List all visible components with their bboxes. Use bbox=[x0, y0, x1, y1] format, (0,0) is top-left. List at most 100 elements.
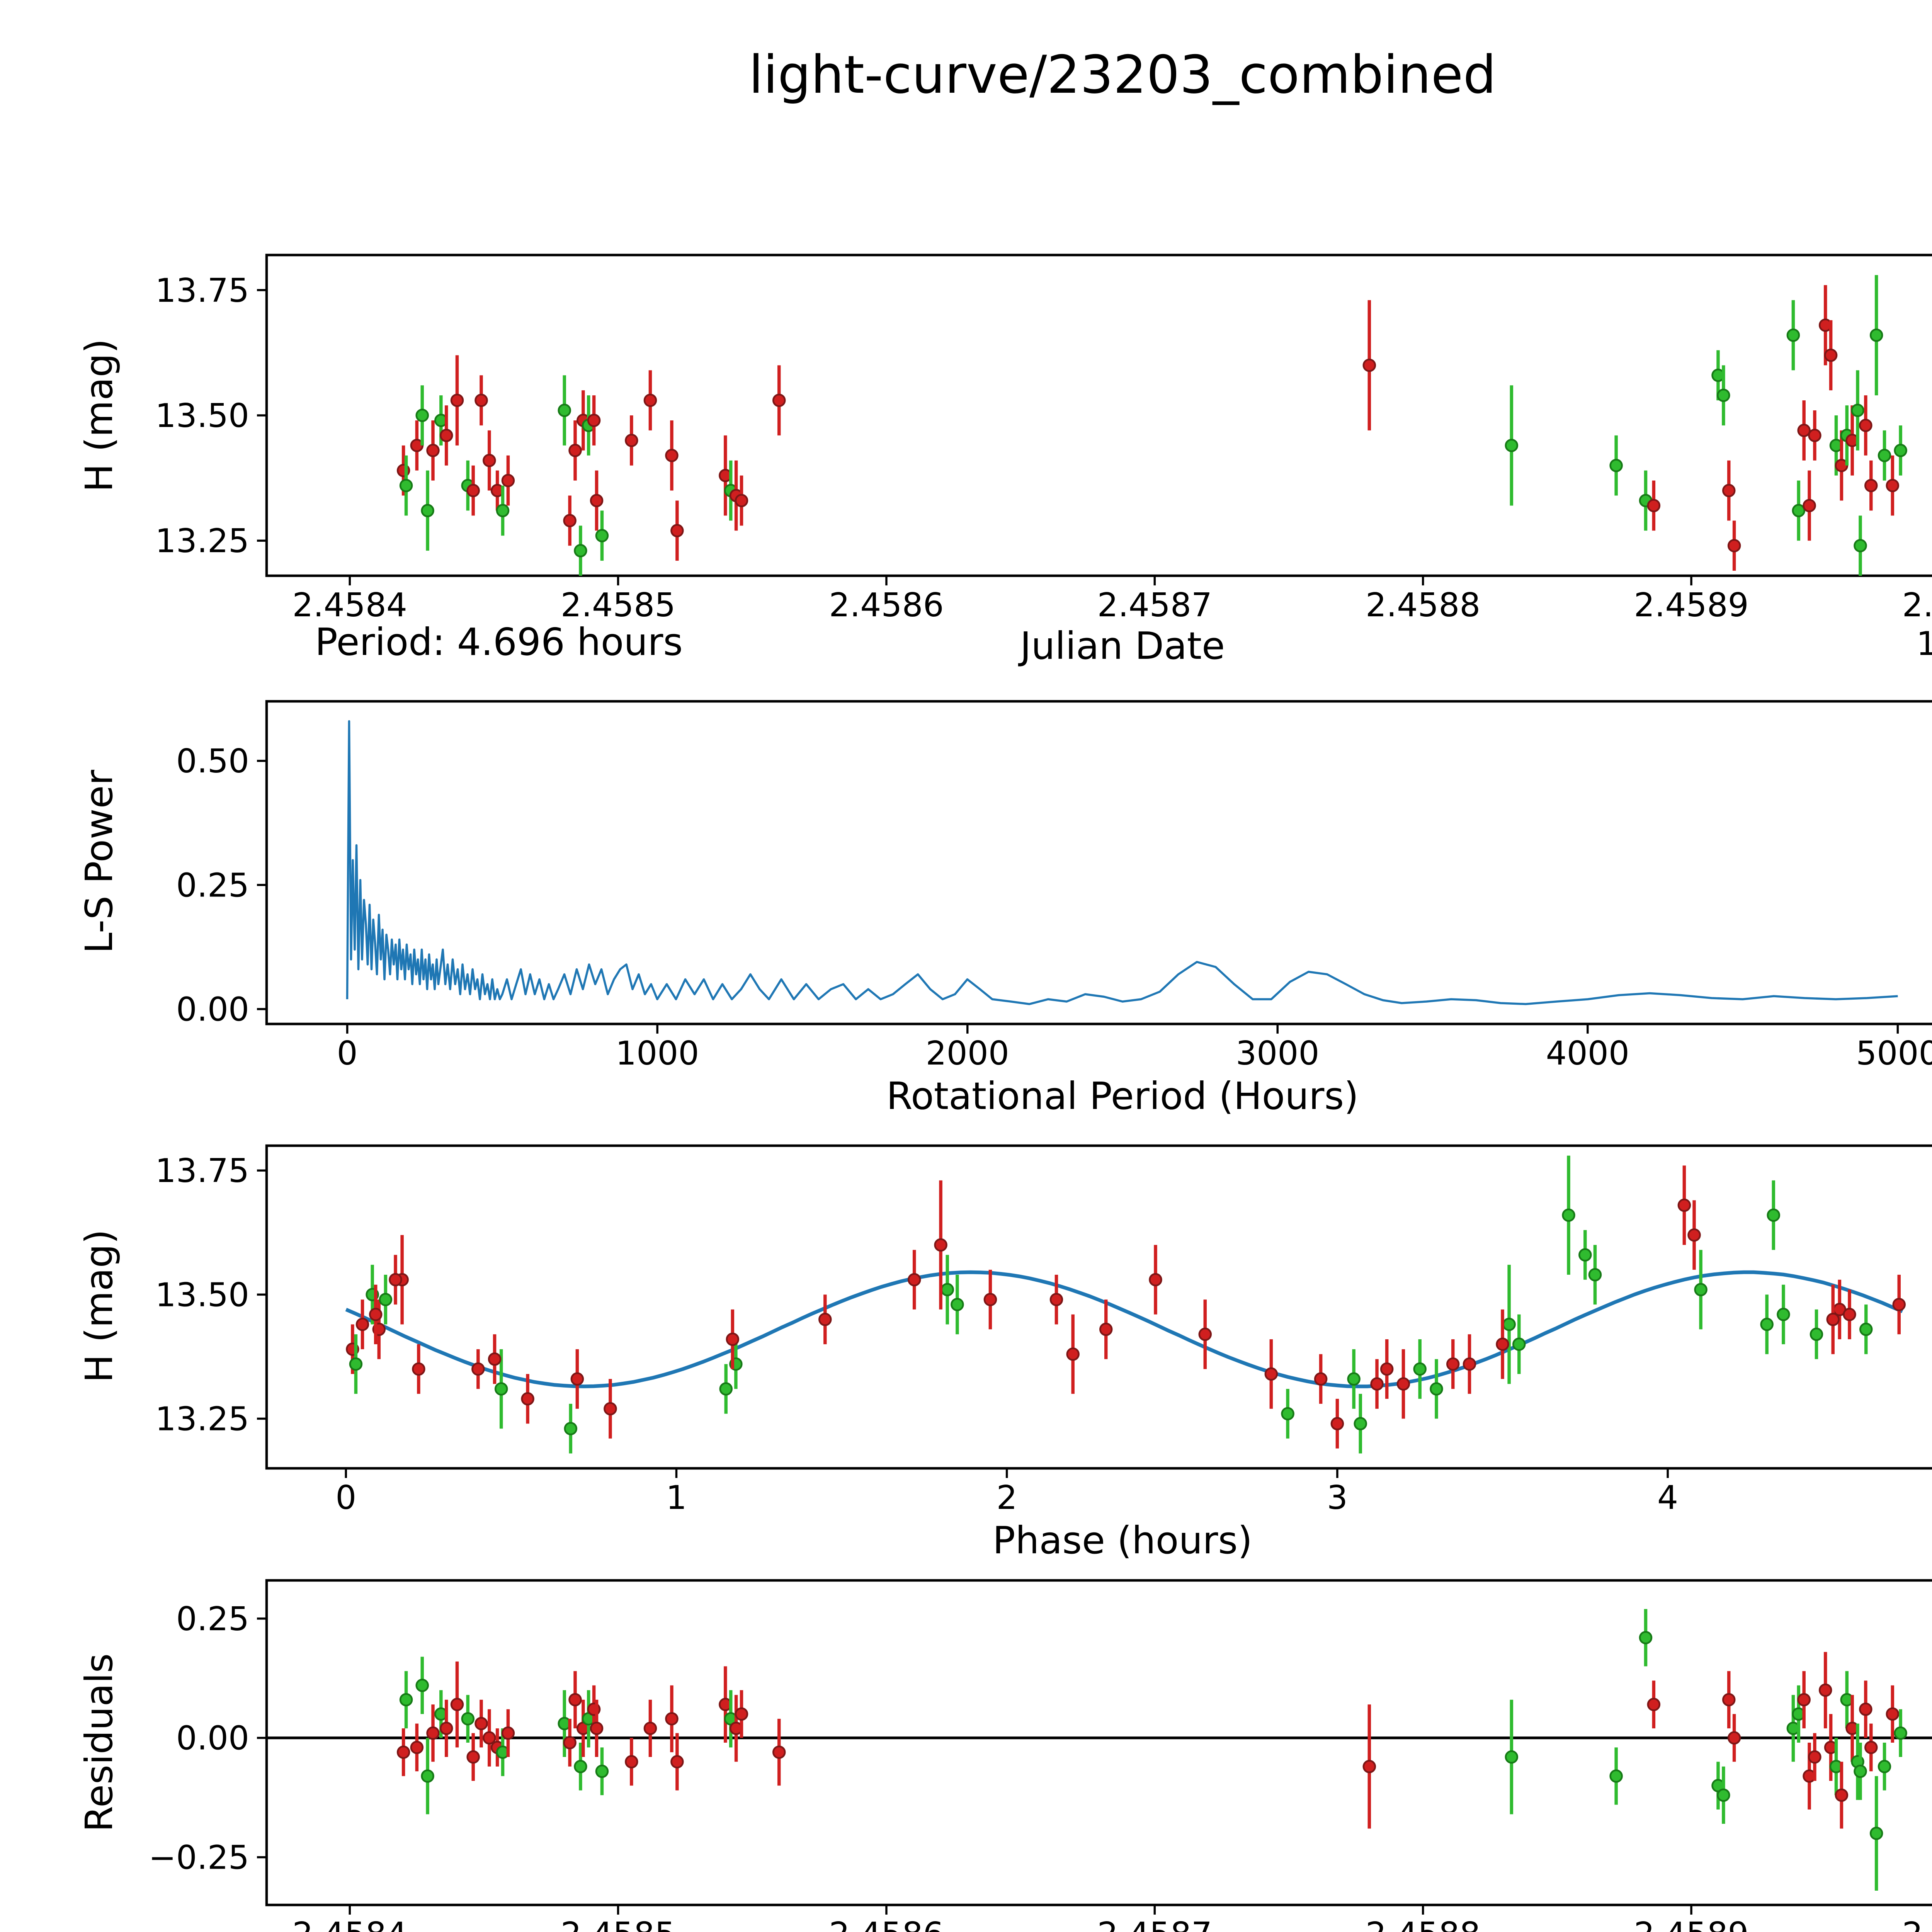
phase-point bbox=[1463, 1357, 1476, 1371]
per-x-tick-label: 4000 bbox=[1546, 1034, 1629, 1073]
phase-point bbox=[488, 1352, 502, 1366]
phase-xlabel: Phase (hours) bbox=[993, 1518, 1252, 1562]
jd-point bbox=[1864, 479, 1878, 492]
residual-point bbox=[421, 1769, 434, 1783]
jd-point bbox=[1717, 388, 1730, 402]
jd-point bbox=[1505, 439, 1519, 452]
residual-point bbox=[1878, 1760, 1891, 1774]
residual-point bbox=[1362, 1760, 1376, 1774]
phase-point bbox=[355, 1318, 369, 1331]
res-x-tick-label: 2.4585 bbox=[561, 1915, 675, 1932]
residual-point bbox=[466, 1750, 480, 1764]
jd-ylabel: H (mag) bbox=[77, 338, 121, 492]
jd-point bbox=[670, 524, 684, 537]
jd-point bbox=[421, 504, 434, 517]
phase-point bbox=[1826, 1313, 1840, 1326]
phase-point bbox=[1512, 1337, 1526, 1351]
phase-point bbox=[1892, 1298, 1906, 1311]
phase-point bbox=[818, 1313, 832, 1326]
residual-point bbox=[1869, 1827, 1883, 1840]
residual-point bbox=[735, 1707, 748, 1721]
residual-point bbox=[1647, 1697, 1661, 1711]
jd-point bbox=[772, 393, 786, 407]
jd-point bbox=[1886, 479, 1900, 492]
phase-point bbox=[951, 1298, 964, 1311]
phase-point bbox=[719, 1382, 733, 1396]
jd-point bbox=[1859, 418, 1872, 432]
phase-point bbox=[570, 1372, 584, 1386]
jd-point bbox=[426, 444, 440, 457]
phase-point bbox=[1760, 1318, 1774, 1331]
phase-point bbox=[1810, 1327, 1823, 1341]
phase-point bbox=[1347, 1372, 1361, 1386]
jd-point bbox=[415, 408, 429, 422]
ph-panel: 0 1 2 3 4 13.25 13.50 13.75 bbox=[155, 1144, 1932, 1517]
residual-point bbox=[665, 1712, 679, 1726]
res-x-tick-label: 2.4590 bbox=[1902, 1915, 1932, 1932]
phase-point bbox=[471, 1362, 485, 1376]
residual-point bbox=[399, 1693, 413, 1707]
residual-point bbox=[501, 1726, 515, 1740]
residual-point bbox=[643, 1721, 657, 1735]
phase-point bbox=[1330, 1417, 1344, 1430]
phase-point bbox=[564, 1422, 578, 1435]
jd-x-tick-label: 2.4588 bbox=[1366, 586, 1480, 624]
figure-title: light-curve/23203_combined bbox=[749, 44, 1496, 105]
residuals-ylabel: Residuals bbox=[77, 1653, 121, 1832]
phase-point bbox=[907, 1273, 921, 1287]
residual-point bbox=[1505, 1750, 1519, 1764]
jd-point bbox=[574, 544, 587, 558]
residual-point bbox=[461, 1712, 475, 1726]
residual-point bbox=[1835, 1788, 1849, 1802]
residual-point bbox=[1886, 1707, 1900, 1721]
jd-point bbox=[1609, 459, 1623, 472]
phase-point bbox=[1099, 1323, 1113, 1336]
ph-x-tick-label: 3 bbox=[1327, 1479, 1348, 1517]
residual-point bbox=[483, 1731, 496, 1745]
residual-point bbox=[1808, 1750, 1821, 1764]
res-x-tick-label: 2.4586 bbox=[829, 1915, 944, 1932]
jd-y-tick-label: 13.25 bbox=[155, 522, 249, 560]
jd-point bbox=[1727, 539, 1741, 553]
res-panel: 2.4584 2.4585 2.4586 2.4587 2.4588 2.4589 2.45… bbox=[149, 1579, 1932, 1932]
ph-y-tick-label: 13.25 bbox=[155, 1400, 249, 1439]
phase-point bbox=[1396, 1377, 1410, 1391]
jd-x-tick-label: 2.4584 bbox=[293, 586, 407, 624]
jd-x-tick-label: 2.4586 bbox=[829, 586, 944, 624]
jd-point bbox=[563, 514, 577, 527]
jd-point bbox=[399, 479, 413, 492]
jd-point bbox=[1792, 504, 1806, 517]
phase-point bbox=[1066, 1347, 1080, 1361]
phase-point bbox=[1413, 1362, 1427, 1376]
residual-point bbox=[410, 1741, 424, 1754]
res-y-tick-label: −0.25 bbox=[149, 1838, 249, 1877]
jd-point bbox=[474, 393, 488, 407]
phase-fit-curve bbox=[345, 1270, 1903, 1388]
residual-point bbox=[595, 1764, 609, 1778]
jd-point bbox=[1362, 359, 1376, 372]
phase-point bbox=[1430, 1382, 1443, 1396]
phase-point bbox=[1496, 1337, 1509, 1351]
residual-point bbox=[1722, 1693, 1736, 1707]
residual-point bbox=[625, 1755, 638, 1769]
phase-point bbox=[1198, 1327, 1212, 1341]
res-x-tick-label: 2.4584 bbox=[293, 1915, 407, 1932]
jd-point bbox=[1647, 499, 1661, 512]
jd-point bbox=[595, 529, 609, 543]
jd-point bbox=[590, 494, 604, 507]
residual-point bbox=[563, 1736, 577, 1750]
residual-point bbox=[1854, 1764, 1867, 1778]
phase-point bbox=[1687, 1228, 1701, 1242]
jd-point bbox=[483, 454, 496, 467]
phase-ylabel: H (mag) bbox=[77, 1230, 121, 1383]
periodogram-line bbox=[346, 720, 1898, 1005]
jd-point bbox=[1803, 499, 1816, 512]
phase-point bbox=[389, 1273, 402, 1287]
jd-point bbox=[1851, 403, 1864, 417]
ph-x-tick-label: 2 bbox=[997, 1479, 1017, 1517]
jd-xlabel: Julian Date bbox=[1018, 624, 1225, 668]
phase-point bbox=[934, 1238, 947, 1252]
phase-point bbox=[521, 1392, 534, 1406]
residual-point bbox=[670, 1755, 684, 1769]
